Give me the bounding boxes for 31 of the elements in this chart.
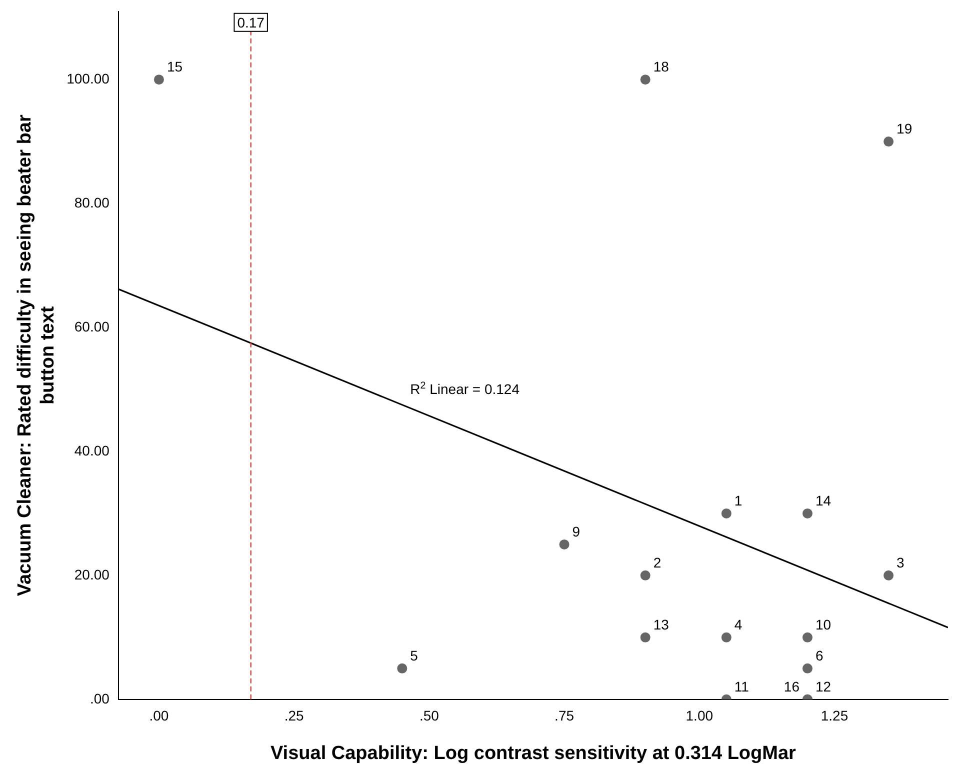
annotation: 13 — [653, 616, 670, 632]
y-tick-label: .00 — [90, 690, 110, 706]
annotation: 15 — [166, 58, 183, 75]
annotation: 2 — [653, 554, 662, 570]
annotation: 10 — [815, 616, 832, 632]
annotation: 5 — [410, 647, 418, 664]
x-tick-label: .50 — [419, 708, 440, 724]
x-tick-label: .00 — [149, 708, 169, 724]
annotation: 16 — [784, 678, 800, 694]
x-tick-label: 1.25 — [820, 708, 848, 724]
x-tick-label: .75 — [554, 708, 574, 724]
y-axis-title: Vacuum Cleaner: Rated difficulty in seeing beater bar button text — [14, 114, 58, 596]
annotation: 14 — [815, 492, 832, 508]
annotation: 6 — [815, 647, 824, 664]
y-tick-label: 100.00 — [66, 70, 110, 86]
y-tick-label: 80.00 — [74, 194, 110, 210]
y-tick-label: 60.00 — [74, 318, 110, 334]
y-tick-label: 40.00 — [74, 442, 110, 458]
annotation: 18 — [653, 58, 670, 75]
x-tick-label: .25 — [284, 708, 304, 724]
annotation: 9 — [572, 523, 580, 540]
annotation: 11 — [734, 678, 750, 694]
x-axis-title: Visual Capability: Log contrast sensitivity at 0.314 LogMar — [270, 742, 797, 764]
annotation: 1 — [734, 492, 742, 508]
annotation: 12 — [815, 678, 832, 694]
x-tick-label: 1.00 — [686, 708, 714, 724]
ref-line-label: 0.17 — [237, 14, 265, 30]
annotation: 19 — [896, 120, 912, 137]
annotation: 4 — [734, 616, 742, 632]
annotation: 3 — [896, 554, 905, 570]
y-tick-label: 20.00 — [74, 566, 110, 582]
